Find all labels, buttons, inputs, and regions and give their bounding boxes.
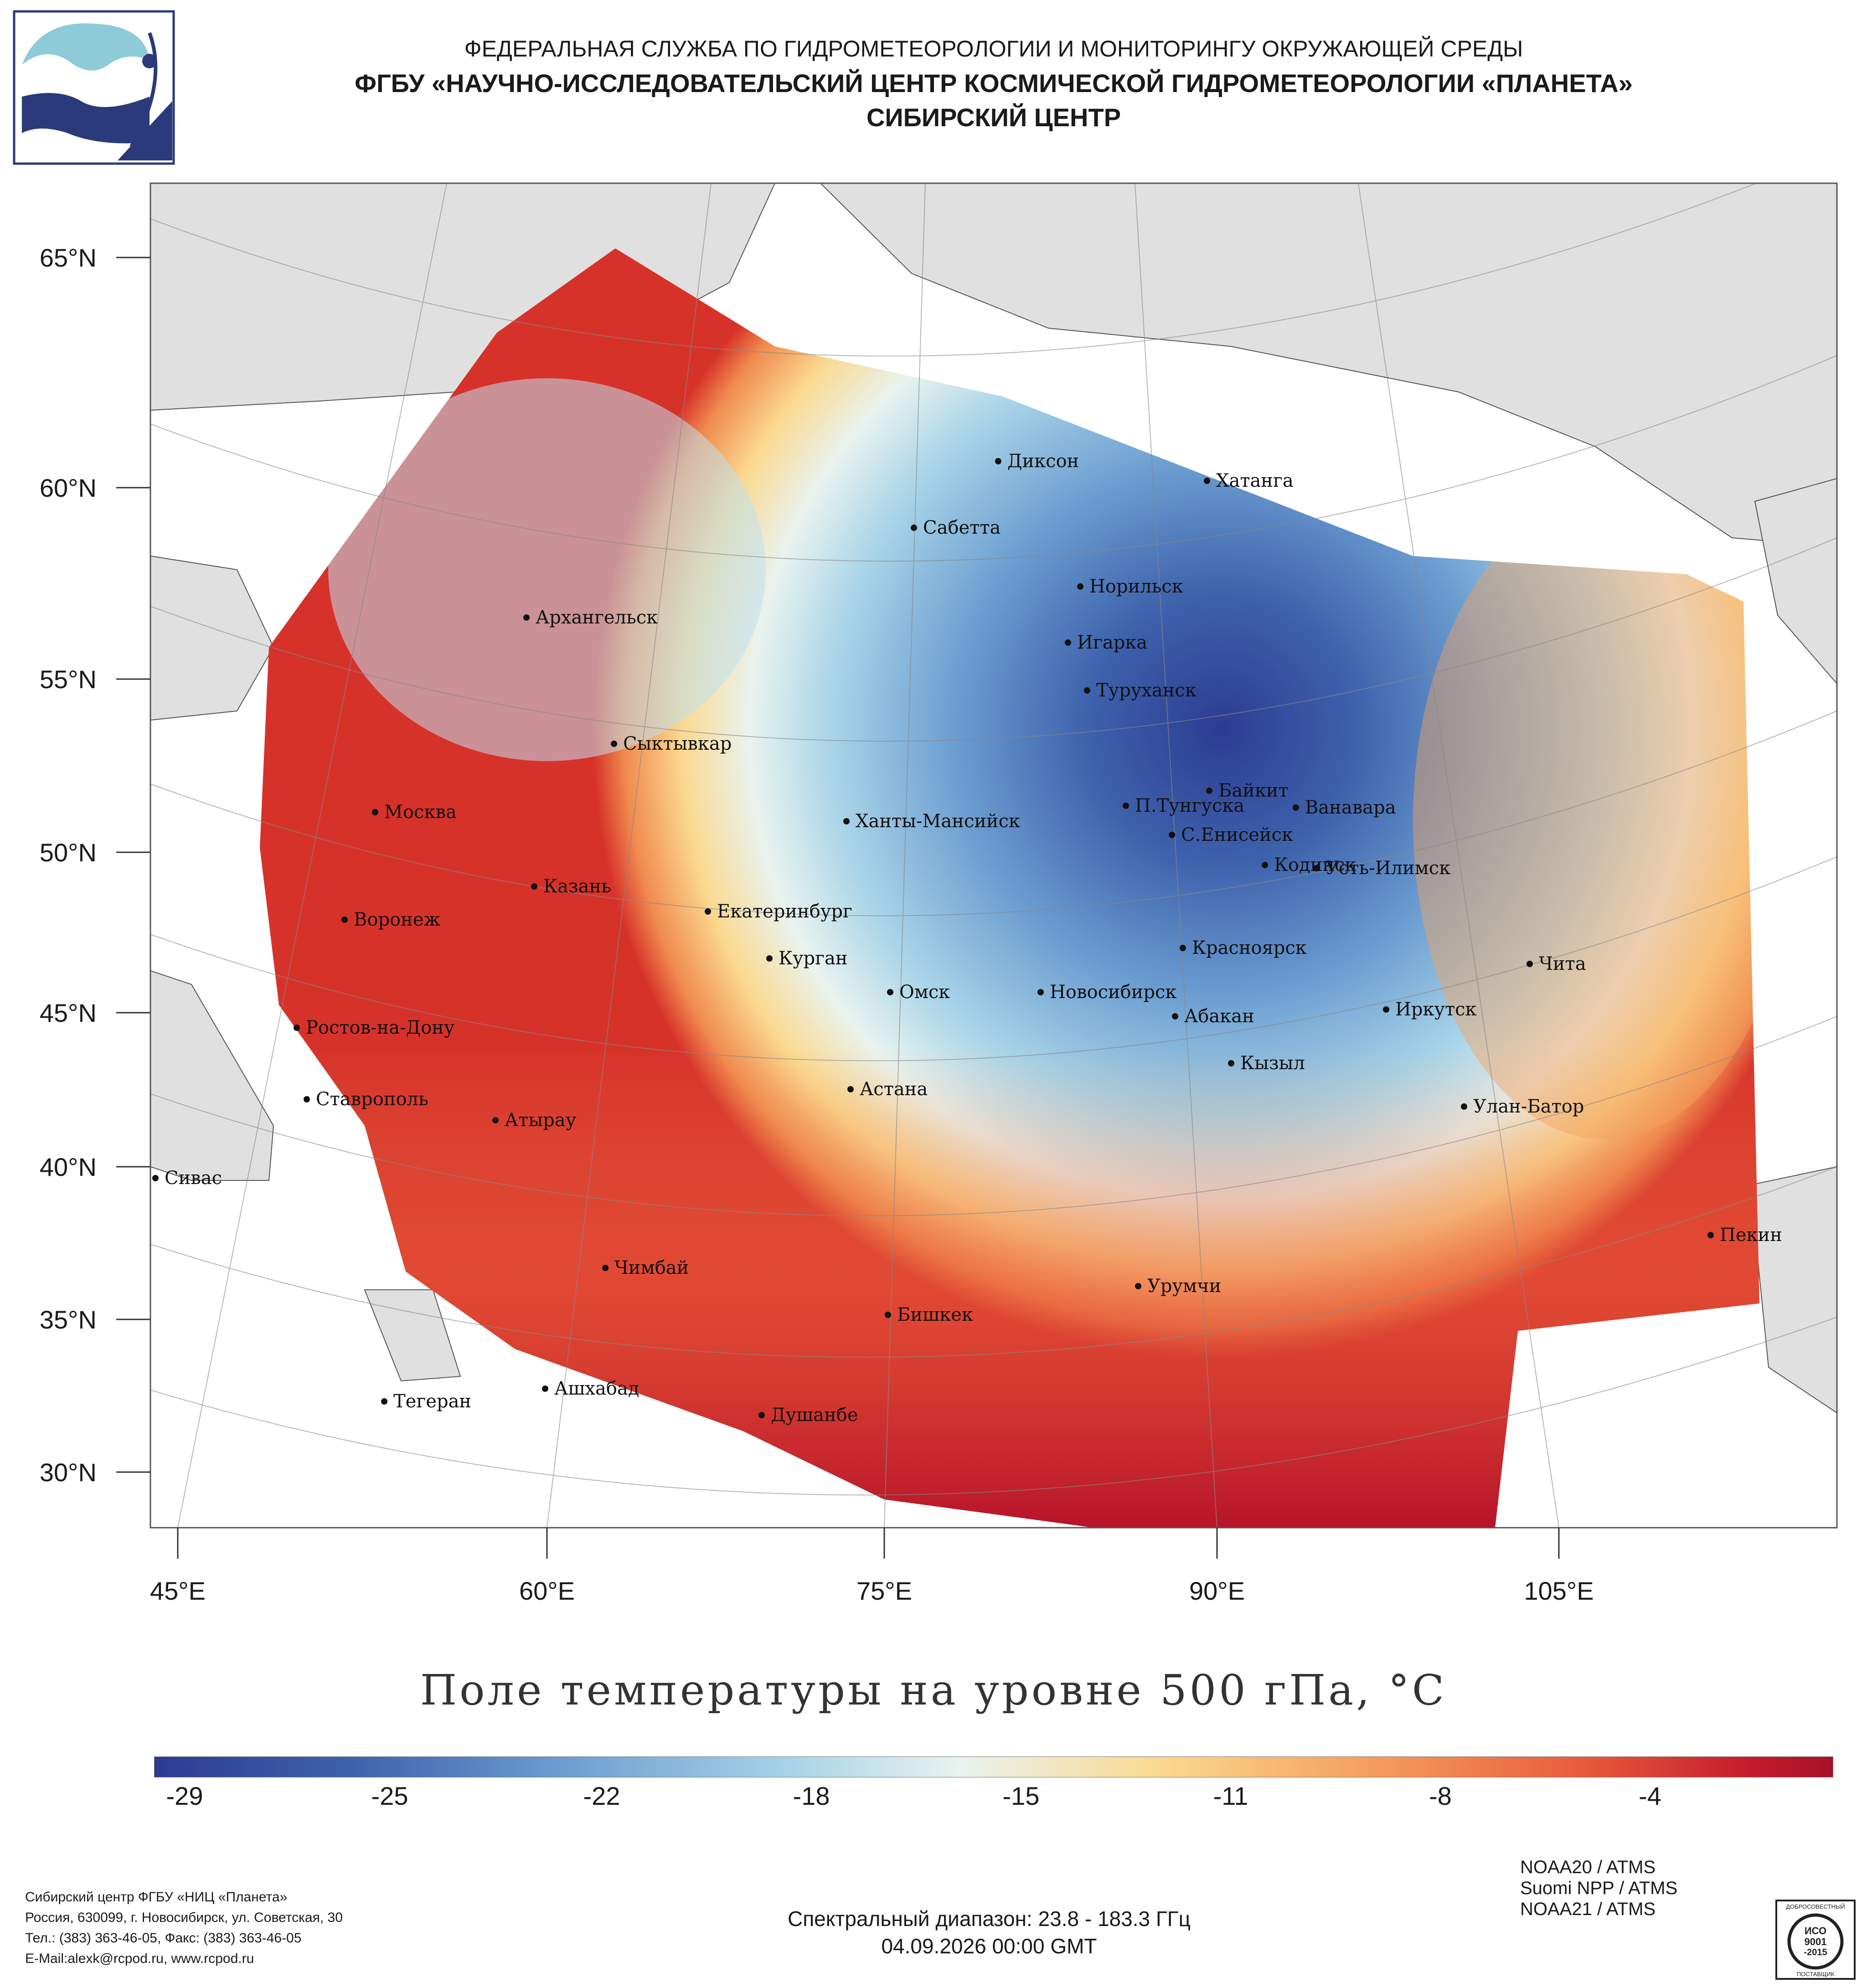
city-label: Бишкек [897,1304,973,1325]
header-institute: ФГБУ «НАУЧНО-ИССЛЕДОВАТЕЛЬСКИЙ ЦЕНТР КОС… [355,69,1633,98]
planeta-logo [13,10,175,165]
latitude-labels: 65°N 60°N 55°N 50°N 45°N 40°N 35°N 30°N [40,243,97,1487]
city-label: Ашхабад [554,1378,639,1399]
longitude-labels: 45°E 60°E 75°E 90°E 105°E [150,1576,1594,1605]
city-label: Ставрополь [316,1089,428,1110]
lon-label: 45°E [150,1576,206,1605]
city-label: Усть-Илимск [1325,858,1450,879]
lat-label: 65°N [40,243,97,272]
map-title: Поле температуры на уровне 500 гПа, °C [420,1666,1447,1715]
colorbar-tick: -4 [1639,1782,1661,1810]
city-label: Игарка [1077,632,1147,653]
city-label: Кызыл [1240,1053,1305,1074]
contact-info: Сибирский центр ФГБУ «НИЦ «Планета» Росс… [25,1887,343,1969]
city-label: Пекин [1720,1225,1782,1246]
svg-text:9001: 9001 [1805,1936,1827,1947]
lat-label: 40°N [40,1153,97,1181]
city-label: Улан-Батор [1473,1096,1584,1117]
org-name: Сибирский центр ФГБУ «НИЦ «Планета» [25,1890,288,1905]
lon-label: 75°E [856,1576,912,1605]
graticule [150,183,1837,1528]
city-label: Туруханск [1096,680,1197,701]
lon-label: 90°E [1189,1576,1245,1605]
lat-label: 35°N [40,1305,97,1334]
sensor-item: NOAA20 / ATMS [1520,1857,1656,1877]
city-label: Ванавара [1305,797,1396,818]
lat-label: 45°N [40,999,97,1027]
city-label: Екатеринбург [717,901,852,922]
city-label: Хатанга [1216,470,1294,491]
colorbar-tick: -25 [371,1782,408,1810]
axis-ticks [116,257,1560,1559]
colorbar-tick: -15 [1002,1782,1040,1810]
lat-label: 60°N [40,474,97,502]
city-label: Курган [779,948,848,969]
spectral-range: Спектральный диапазон: 23.8 - 183.3 ГГц [787,1907,1191,1931]
city-label: Красноярск [1192,937,1307,958]
address: Россия, 630099, г. Новосибирск, ул. Сове… [25,1910,343,1925]
city-label: Архангельск [536,607,658,628]
city-label: Атырау [505,1110,577,1131]
lat-label: 50°N [40,838,97,867]
city-label: Сабетта [923,517,1001,538]
svg-text:-2015: -2015 [1804,1947,1827,1957]
city-label: Воронеж [354,909,440,930]
city-label: Чимбай [614,1257,689,1278]
phone: Тел.: (383) 363-46-05, Факс: (383) 363-4… [25,1931,302,1946]
colorbar [154,1756,1833,1777]
sensor-list: NOAA20 / ATMS Suomi NPP / ATMS NOAA21 / … [1520,1857,1677,1920]
email: E-Mail:alexk@rcpod.ru, www.rcpod.ru [25,1951,254,1966]
svg-text:ДОБРОСОВЕСТНЫЙ: ДОБРОСОВЕСТНЫЙ [1786,1903,1845,1910]
land-areas [150,183,1837,1414]
observation-datetime: 04.09.2026 00:00 GMT [881,1934,1097,1958]
svg-text:ПОСТАВЩИК: ПОСТАВЩИК [1797,1971,1835,1978]
city-label: Ростов-на-Дону [306,1017,455,1038]
planeta-logo-icon [13,10,175,165]
city-label: П.Тунгуска [1135,795,1244,816]
map-frame [150,182,1838,1529]
city-label: Казань [543,876,611,897]
temperature-map: 65°N 60°N 55°N 50°N 45°N 40°N 35°N 30°N … [40,182,1838,1605]
sensor-item: NOAA21 / ATMS [1520,1899,1656,1919]
city-label: С.Енисейск [1181,824,1293,845]
city-label: Абакан [1184,1006,1254,1027]
lon-label: 105°E [1524,1576,1594,1605]
temperature-field [260,248,1759,1528]
lat-label: 55°N [40,665,97,694]
city-label: Новосибирск [1050,982,1176,1003]
city-label: Астана [860,1079,928,1100]
city-label: Диксон [1007,451,1079,472]
iso-badge: ДОБРОСОВЕСТНЫЙ ИСО 9001 -2015 ПОСТАВЩИК [1775,1900,1856,1980]
colorbar-tick: -11 [1213,1782,1248,1810]
svg-text:ИСО: ИСО [1805,1925,1826,1936]
city-label: Байкит [1218,780,1289,801]
product-info: Спектральный диапазон: 23.8 - 183.3 ГГц … [684,1905,1295,1960]
iso-certification-icon: ДОБРОСОВЕСТНЫЙ ИСО 9001 -2015 ПОСТАВЩИК [1775,1900,1856,1980]
city-label: Кодинск [1274,855,1356,876]
city-label: Ханты-Мансийск [856,811,1020,832]
lat-label: 30°N [40,1458,97,1487]
city-label: Норильск [1089,576,1183,597]
sensor-item: Suomi NPP / ATMS [1520,1878,1678,1898]
lon-label: 60°E [519,1576,575,1605]
city-label: Сыктывкар [623,733,732,754]
city-label: Сивас [165,1168,222,1189]
colorbar-tick: -18 [793,1782,830,1810]
header-agency: ФЕДЕРАЛЬНАЯ СЛУЖБА ПО ГИДРОМЕТЕОРОЛОГИИ … [464,36,1523,62]
city-label: Москва [384,802,457,823]
header-center: СИБИРСКИЙ ЦЕНТР [866,103,1121,132]
colorbar-tick: -8 [1429,1782,1452,1810]
colorbar-ticks: -29 -25 -22 -18 -15 -11 -8 -4 [0,1781,1867,1813]
city-label: Тегеран [393,1391,471,1412]
city-labels: Диксон Хатанга Сабетта Норильск Игарка А… [152,451,1782,1426]
city-label: Душанбе [771,1405,858,1426]
city-label: Чита [1539,953,1586,974]
city-label: Урумчи [1147,1276,1221,1297]
city-label: Омск [899,982,950,1003]
colorbar-tick: -29 [166,1782,203,1810]
colorbar-tick: -22 [583,1782,620,1810]
city-label: Иркутск [1395,999,1477,1020]
